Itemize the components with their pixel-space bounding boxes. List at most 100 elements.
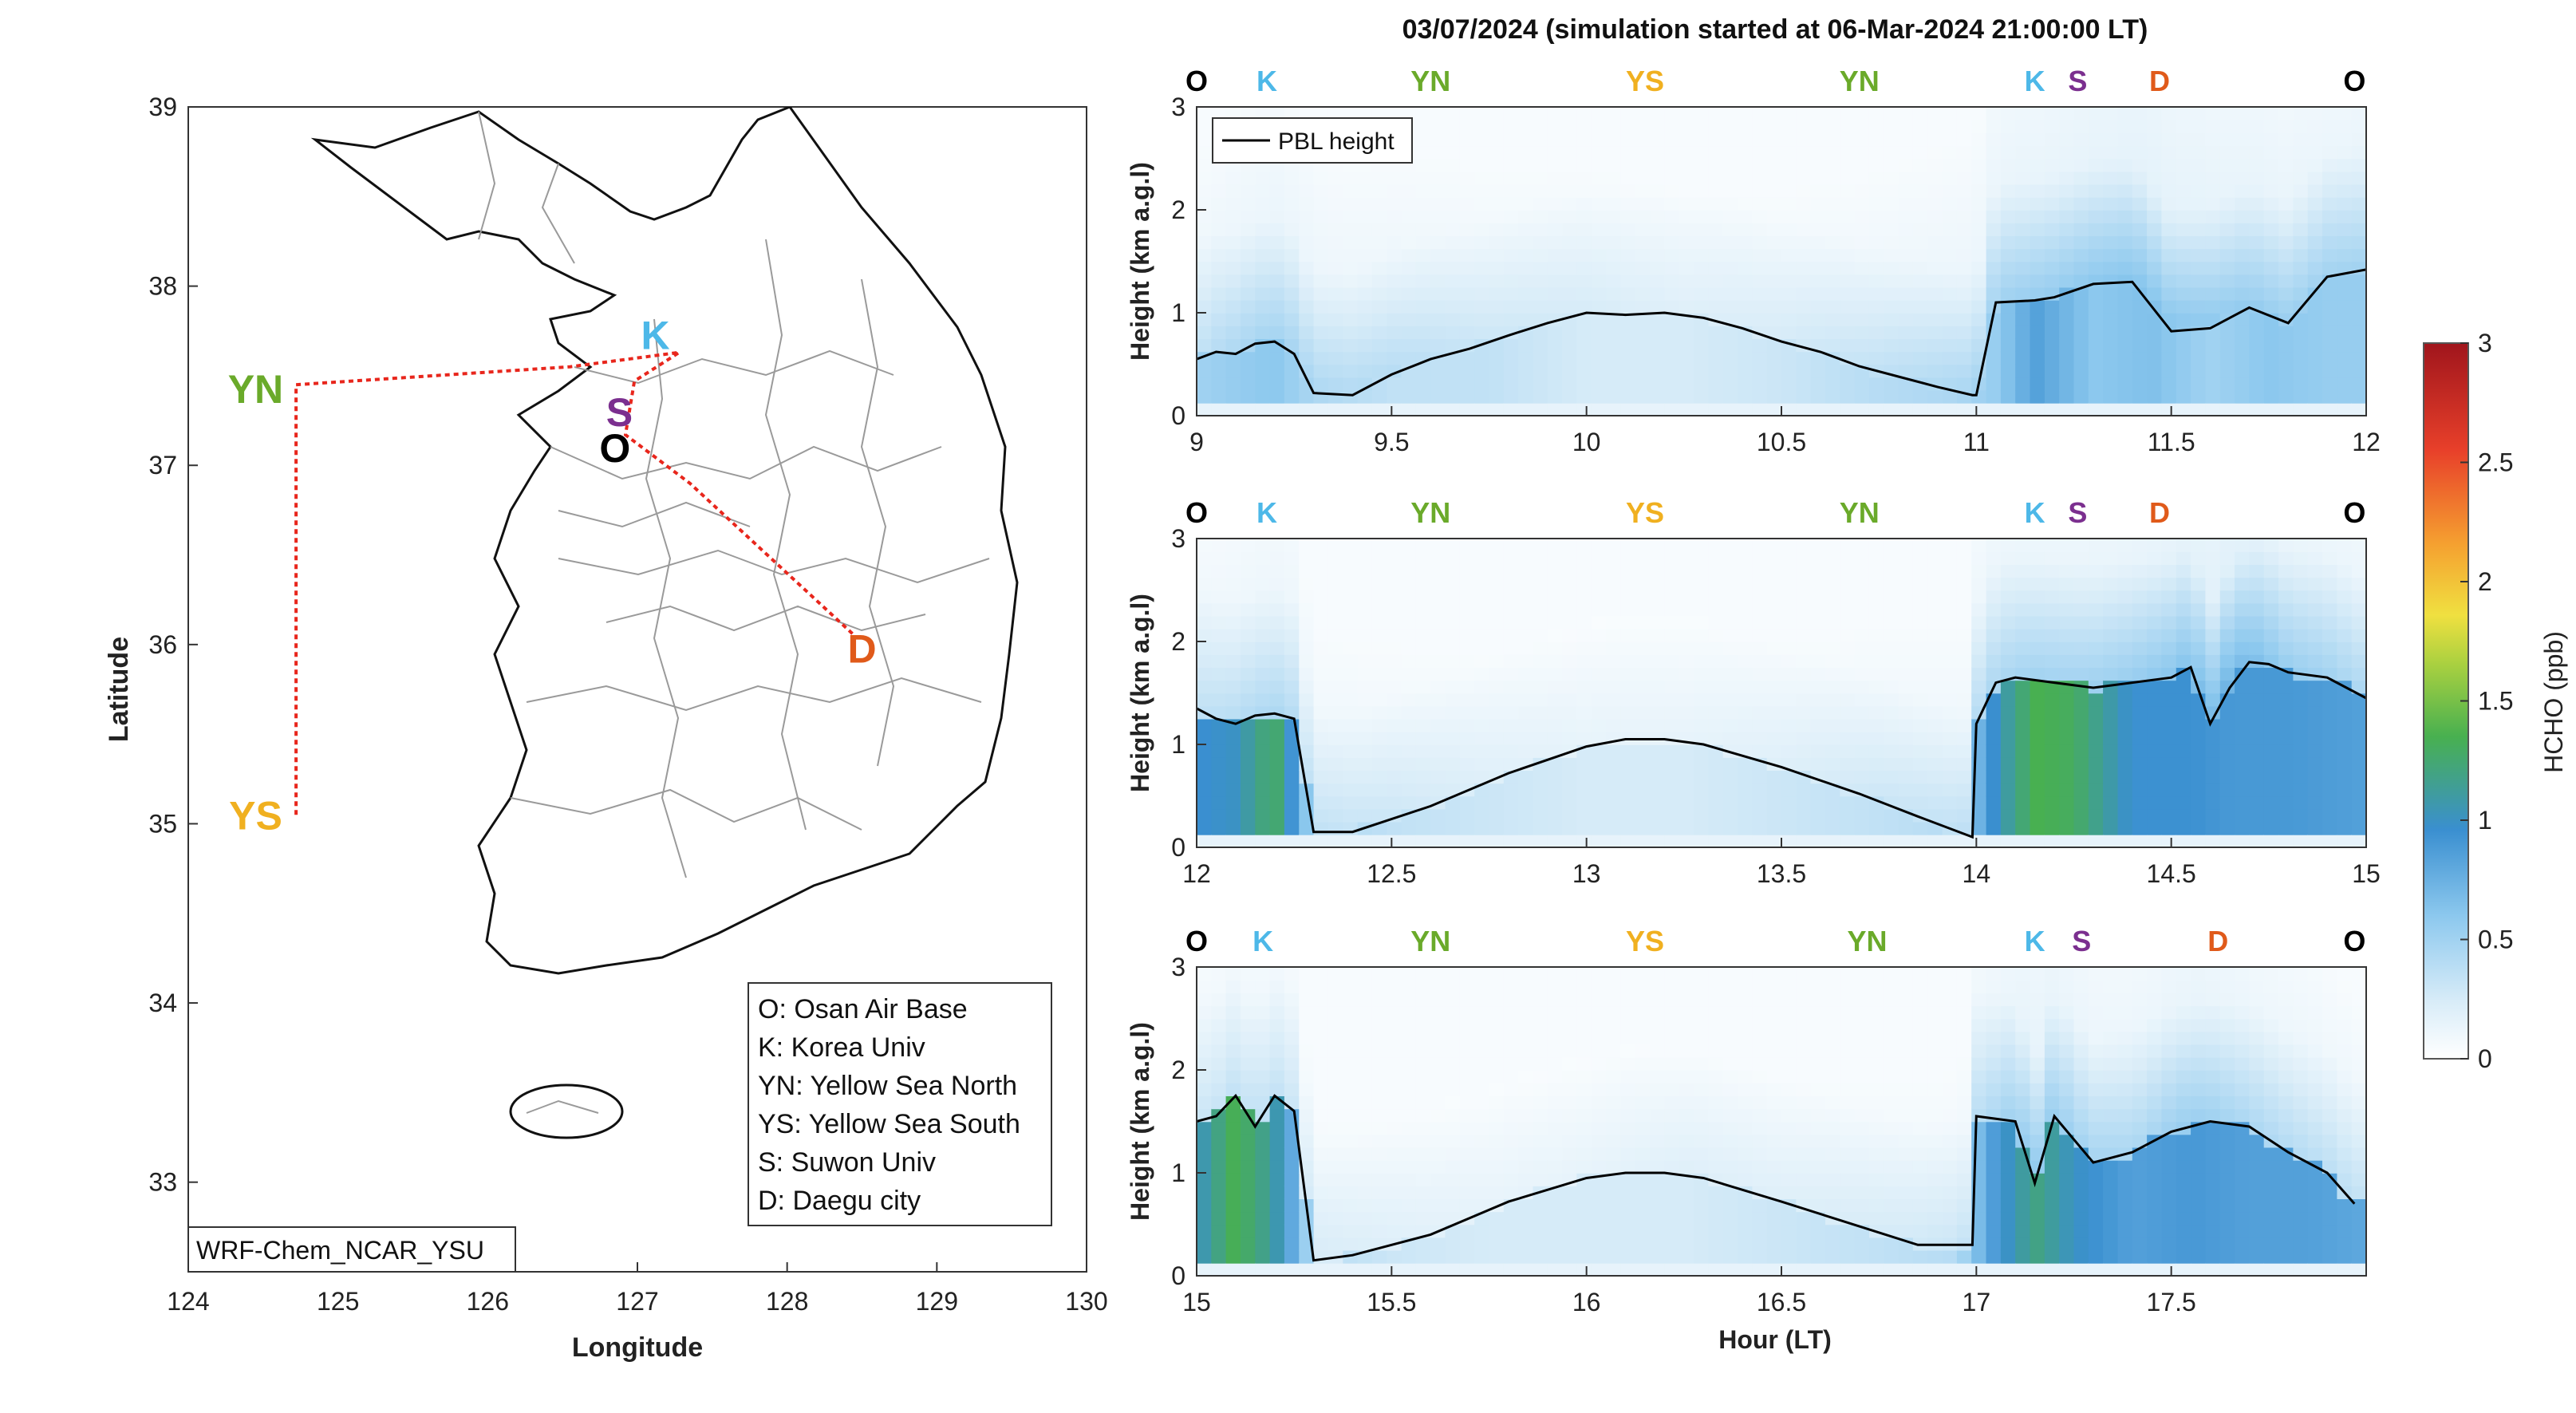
hcho-cell: [2030, 235, 2045, 250]
hcho-cell: [1255, 1186, 1271, 1199]
hcho-cell: [1708, 1159, 1724, 1174]
hcho-cell: [1956, 705, 1972, 720]
hcho-cell: [2088, 145, 2104, 160]
hcho-cell: [1225, 1173, 1241, 1186]
hcho-cell: [1868, 641, 1884, 655]
hcho-cell: [1503, 364, 1519, 378]
hcho-cell: [1766, 1237, 1782, 1251]
hcho-cell: [1868, 377, 1884, 391]
hcho-cell: [1971, 313, 1987, 326]
map-legend-entry: S: Suwon Univ: [758, 1147, 936, 1178]
hcho-cell: [1825, 132, 1841, 147]
hcho-cell: [2337, 602, 2353, 617]
hcho-cell: [1752, 261, 1768, 275]
hcho-cell: [1415, 539, 1431, 552]
hcho-cell: [1445, 248, 1461, 262]
hcho-cell: [2030, 171, 2045, 185]
hcho-cell: [1547, 967, 1563, 981]
hcho-cell: [2351, 770, 2366, 784]
hcho-cell: [1343, 1083, 1359, 1096]
hcho-cell: [2059, 261, 2075, 275]
hcho-cell: [1722, 770, 1738, 784]
hcho-cell: [2278, 590, 2294, 604]
hcho-cell: [2235, 171, 2251, 185]
hcho-cell: [2191, 313, 2207, 326]
hcho-cell: [2322, 120, 2338, 133]
hcho-cell: [1708, 351, 1724, 365]
hcho-cell: [2235, 783, 2251, 797]
hcho-cell: [2132, 770, 2148, 784]
hcho-cell: [1591, 993, 1607, 1007]
hcho-cell: [1445, 783, 1461, 797]
hcho-cell: [2351, 731, 2366, 745]
hcho-cell: [1722, 338, 1738, 353]
hcho-cell: [1489, 1211, 1505, 1226]
hcho-cell: [1884, 731, 1899, 745]
hcho-cell: [1430, 602, 1446, 617]
hcho-cell: [1269, 171, 1285, 185]
hcho-cell: [1430, 364, 1446, 378]
hcho-cell: [1430, 184, 1446, 198]
hcho-cell: [1327, 1173, 1343, 1186]
hcho-cell: [1825, 248, 1841, 262]
hcho-cell: [1576, 808, 1592, 823]
hcho-cell: [2176, 326, 2191, 339]
hcho-cell: [1840, 744, 1856, 758]
hcho-cell: [2191, 338, 2207, 353]
hcho-cell: [1664, 210, 1680, 223]
hcho-cell: [2161, 107, 2177, 120]
hcho-cell: [2249, 564, 2265, 578]
hcho-cell: [2132, 705, 2148, 720]
hcho-cell: [1576, 718, 1592, 732]
hcho-cell: [2073, 313, 2089, 326]
hcho-cell: [1796, 299, 1812, 314]
hcho-cell: [1708, 628, 1724, 642]
hcho-cell: [1401, 1186, 1417, 1199]
hcho-cell: [1679, 223, 1694, 236]
hcho-cell: [2059, 377, 2075, 391]
hcho-cell: [1868, 274, 1884, 288]
hcho-cell: [1211, 654, 1227, 668]
hcho-cell: [1415, 590, 1431, 604]
hcho-cell: [1868, 615, 1884, 630]
hcho-cell: [2293, 808, 2309, 823]
hcho-cell: [1956, 338, 1972, 353]
hcho-cell: [2219, 680, 2235, 694]
hcho-cell: [1854, 680, 1870, 694]
hcho-cell: [2147, 248, 2163, 262]
hcho-cell: [1430, 402, 1446, 416]
hcho-cell: [1255, 731, 1271, 745]
hcho-cell: [2249, 667, 2265, 681]
hcho-cell: [1738, 389, 1753, 404]
hcho-cell: [1708, 389, 1724, 404]
hcho-cell: [1722, 615, 1738, 630]
hcho-cell: [1738, 120, 1753, 133]
hcho-cell: [1898, 693, 1914, 707]
hcho-cell: [1854, 731, 1870, 745]
hcho-cell: [2030, 783, 2045, 797]
hcho-cell: [1576, 107, 1592, 120]
hcho-cell: [1387, 539, 1402, 552]
hcho-cell: [1241, 402, 1256, 416]
hcho-cell: [1664, 326, 1680, 339]
hcho-cell: [1430, 338, 1446, 353]
hcho-cell: [2015, 705, 2031, 720]
hcho-cell: [2337, 299, 2353, 314]
hcho-cell: [1606, 821, 1622, 835]
hcho-cell: [2161, 132, 2177, 147]
hcho-cell: [1664, 1173, 1680, 1186]
curtain-x-tick-label: 10.5: [1757, 428, 1806, 456]
hcho-cell: [2337, 223, 2353, 236]
hcho-cell: [2205, 628, 2221, 642]
hcho-cell: [1694, 389, 1710, 404]
hcho-cell: [1430, 235, 1446, 250]
hcho-cell: [1971, 261, 1987, 275]
hcho-cell: [1664, 551, 1680, 565]
hcho-cell: [1591, 1147, 1607, 1161]
hcho-cell: [1576, 286, 1592, 301]
hcho-cell: [2147, 313, 2163, 326]
hcho-cell: [1269, 402, 1285, 416]
hcho-cell: [1211, 1070, 1227, 1083]
hcho-cell: [1738, 1083, 1753, 1096]
hcho-cell: [2235, 718, 2251, 732]
